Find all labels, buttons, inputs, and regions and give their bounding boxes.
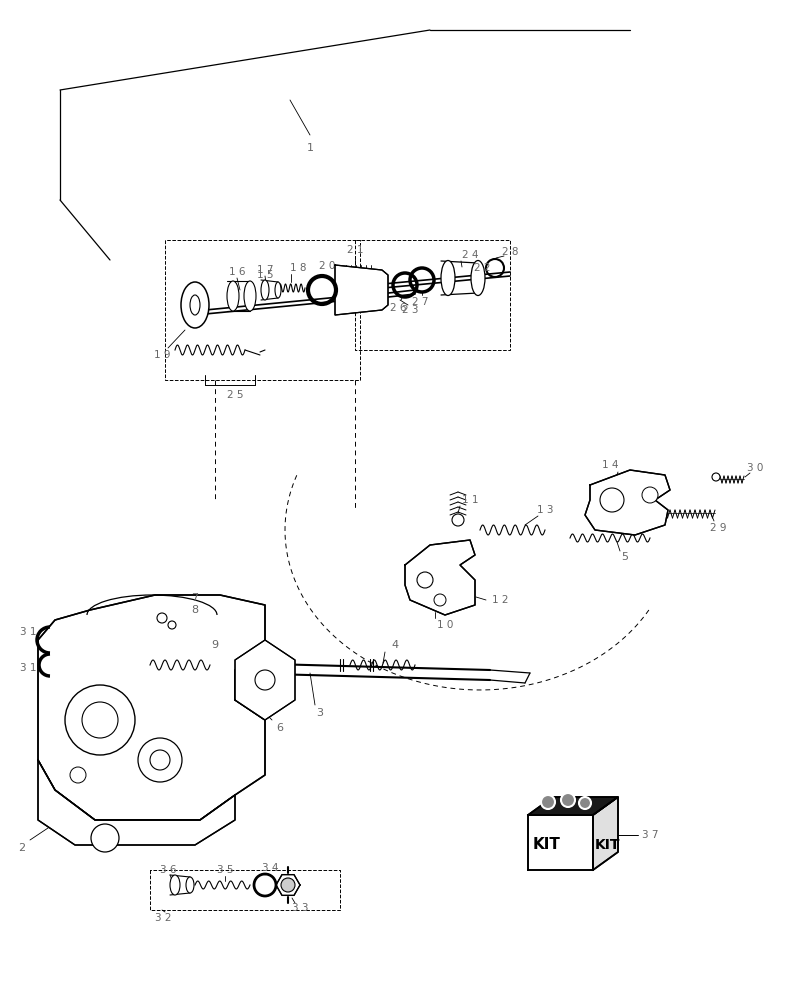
Text: 1: 1 <box>306 143 313 153</box>
Circle shape <box>150 750 169 770</box>
Text: 2 9: 2 9 <box>709 523 725 533</box>
Text: 1 9: 1 9 <box>153 350 170 360</box>
Text: 5: 5 <box>620 552 628 562</box>
Circle shape <box>157 613 167 623</box>
Text: 2 4: 2 4 <box>461 250 478 260</box>
Text: 2: 2 <box>19 843 25 853</box>
Ellipse shape <box>470 260 484 296</box>
Text: 3 7: 3 7 <box>641 830 658 840</box>
Text: KIT: KIT <box>594 838 620 852</box>
Text: 8: 8 <box>191 605 199 615</box>
Polygon shape <box>38 760 234 845</box>
Text: 2 0: 2 0 <box>319 261 335 271</box>
Circle shape <box>65 685 135 755</box>
Circle shape <box>560 793 574 807</box>
Circle shape <box>255 670 275 690</box>
Text: 3 0: 3 0 <box>746 463 762 473</box>
Text: 1 4: 1 4 <box>601 460 617 470</box>
Text: 3: 3 <box>316 708 323 718</box>
Ellipse shape <box>169 875 180 895</box>
Ellipse shape <box>243 281 255 311</box>
Polygon shape <box>527 797 617 815</box>
Text: 1 2: 1 2 <box>491 595 508 605</box>
Circle shape <box>540 795 554 809</box>
Text: 3 1: 3 1 <box>19 663 36 673</box>
Circle shape <box>281 878 294 892</box>
Text: 2 3: 2 3 <box>401 305 418 315</box>
Text: 7: 7 <box>191 593 199 603</box>
Polygon shape <box>584 470 669 535</box>
Circle shape <box>417 572 432 588</box>
Ellipse shape <box>275 282 281 298</box>
Text: 2 6: 2 6 <box>389 303 406 313</box>
Text: KIT: KIT <box>532 837 560 852</box>
Text: 1 8: 1 8 <box>290 263 306 273</box>
Polygon shape <box>335 265 388 315</box>
Polygon shape <box>405 540 474 615</box>
Circle shape <box>433 594 445 606</box>
Text: 2 7: 2 7 <box>411 297 427 307</box>
Polygon shape <box>592 797 617 870</box>
Ellipse shape <box>260 280 268 300</box>
Circle shape <box>70 767 86 783</box>
Circle shape <box>578 797 590 809</box>
Text: 3 1: 3 1 <box>19 627 36 637</box>
Circle shape <box>711 473 719 481</box>
Circle shape <box>91 824 119 852</box>
Text: 1 5: 1 5 <box>256 270 273 280</box>
Circle shape <box>599 488 623 512</box>
Text: 3 4: 3 4 <box>261 863 278 873</box>
Polygon shape <box>38 595 264 820</box>
Text: 6: 6 <box>277 723 283 733</box>
Ellipse shape <box>227 281 238 311</box>
Ellipse shape <box>186 877 194 893</box>
Text: 1 0: 1 0 <box>436 620 453 630</box>
Polygon shape <box>234 640 294 720</box>
Polygon shape <box>276 875 299 895</box>
Text: 4: 4 <box>391 640 398 650</box>
Text: 1 7: 1 7 <box>256 265 273 275</box>
Text: 3 2: 3 2 <box>155 913 171 923</box>
Text: 2 2: 2 2 <box>473 263 490 273</box>
Text: 2 5: 2 5 <box>226 390 243 400</box>
Circle shape <box>168 621 176 629</box>
Text: 9: 9 <box>211 640 218 650</box>
Circle shape <box>138 738 182 782</box>
Ellipse shape <box>190 295 200 315</box>
Circle shape <box>642 487 657 503</box>
Circle shape <box>452 514 463 526</box>
Text: 1 1: 1 1 <box>461 495 478 505</box>
Ellipse shape <box>181 282 208 328</box>
Text: 1 3: 1 3 <box>536 505 552 515</box>
Text: 3 3: 3 3 <box>291 903 308 913</box>
Text: 3 6: 3 6 <box>160 865 176 875</box>
Circle shape <box>82 702 118 738</box>
Polygon shape <box>527 815 592 870</box>
Text: 2 8: 2 8 <box>501 247 517 257</box>
Text: 1 6: 1 6 <box>229 267 245 277</box>
Text: 2 1: 2 1 <box>346 245 363 255</box>
Text: 3 5: 3 5 <box>217 865 233 875</box>
Ellipse shape <box>440 260 454 296</box>
